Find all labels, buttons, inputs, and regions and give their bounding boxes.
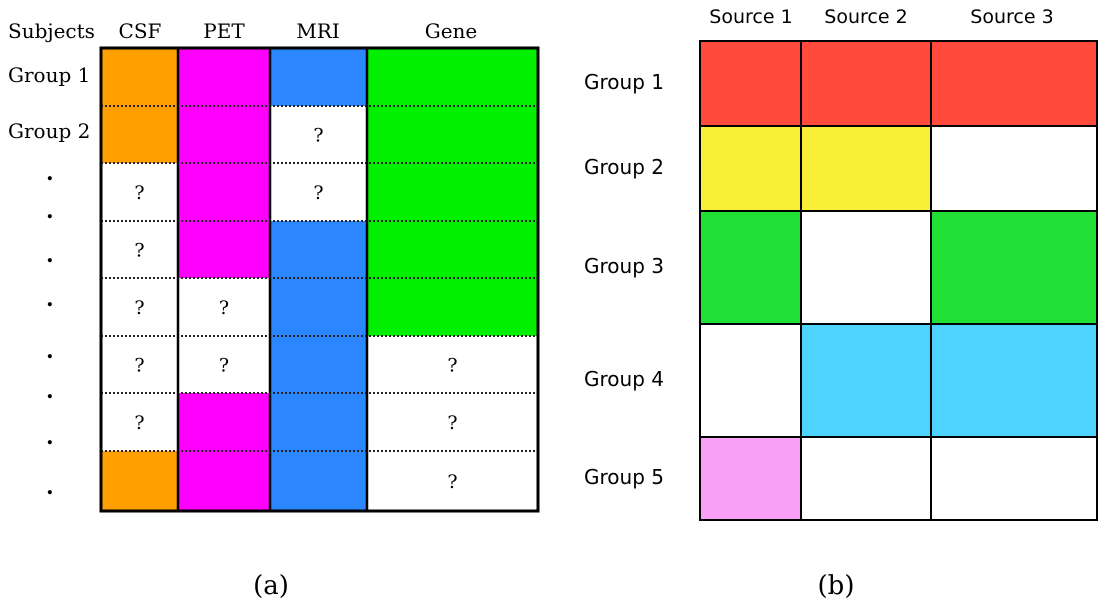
ellipsis-dot: . <box>46 338 54 364</box>
ellipsis-dot: . <box>46 242 54 268</box>
panel-a: Subjects CSF PET MRI Gene Group 1 Group … <box>8 19 540 601</box>
cell-missing <box>178 336 270 393</box>
cell-available <box>367 163 538 221</box>
cell-missing <box>931 126 1098 211</box>
missing-mark: ? <box>134 297 144 319</box>
column-header-mri: MRI <box>296 19 339 43</box>
panel-b: Source 1 Source 2 Source 3 Group 1 Group… <box>584 6 1098 601</box>
cell-available <box>101 48 178 106</box>
row-label-group-2: Group 2 <box>584 155 664 179</box>
cell-available <box>101 106 178 163</box>
cell-missing <box>801 437 931 521</box>
cell-missing <box>101 221 178 278</box>
ellipsis-dot: . <box>46 198 54 224</box>
cell-available <box>178 221 270 278</box>
cell-available <box>931 324 1098 437</box>
cell-available <box>101 451 178 511</box>
cell-missing <box>367 451 538 511</box>
cell-missing <box>801 211 931 324</box>
missing-mark: ? <box>134 412 144 434</box>
caption-a: (a) <box>253 571 289 601</box>
grid-border <box>99 46 540 513</box>
missing-mark: ? <box>219 355 229 377</box>
cell-missing <box>101 163 178 221</box>
row-label-group-5: Group 5 <box>584 465 664 489</box>
missing-mark: ? <box>219 297 229 319</box>
ellipsis-dot: . <box>46 424 54 450</box>
cell-available <box>270 336 367 393</box>
grid-border <box>699 40 1098 521</box>
cell-available <box>931 211 1098 324</box>
column-header-gene: Gene <box>425 19 478 43</box>
ellipsis-dot: . <box>46 160 54 186</box>
cell-missing <box>367 393 538 451</box>
missing-mark: ? <box>447 471 457 493</box>
column-header-source-3: Source 3 <box>970 6 1053 28</box>
column-header-pet: PET <box>203 19 245 43</box>
cell-available <box>270 451 367 511</box>
panel-b-grid <box>699 40 1098 521</box>
panel-a-grid: ???????????? <box>99 46 540 513</box>
column-header-csf: CSF <box>119 19 162 43</box>
cell-missing <box>101 278 178 336</box>
cell-available <box>178 48 270 106</box>
row-label-group-1: Group 1 <box>8 63 90 87</box>
cell-available <box>270 393 367 451</box>
missing-mark: ? <box>447 355 457 377</box>
cell-available <box>270 278 367 336</box>
ellipsis-dot: . <box>46 378 54 404</box>
column-header-source-1: Source 1 <box>709 6 792 28</box>
row-label-group-2: Group 2 <box>8 119 90 143</box>
cell-missing <box>367 336 538 393</box>
cell-available <box>801 324 931 437</box>
cell-available <box>178 163 270 221</box>
missing-mark: ? <box>447 412 457 434</box>
caption-b: (b) <box>818 571 855 601</box>
missing-mark: ? <box>134 355 144 377</box>
missing-mark: ? <box>134 182 144 204</box>
cell-available <box>367 106 538 163</box>
missing-mark: ? <box>313 125 323 147</box>
cell-available <box>367 278 538 336</box>
column-header-source-2: Source 2 <box>824 6 907 28</box>
row-label-group-3: Group 3 <box>584 254 664 278</box>
row-label-group-4: Group 4 <box>584 367 664 391</box>
cell-available <box>699 126 801 211</box>
cell-available <box>699 437 801 521</box>
ellipsis-dot: . <box>46 474 54 500</box>
cell-available <box>367 48 538 106</box>
ellipsis-dot: . <box>46 286 54 312</box>
cell-missing <box>178 278 270 336</box>
cell-missing <box>931 437 1098 521</box>
cell-available <box>699 211 801 324</box>
missing-mark: ? <box>134 240 144 262</box>
cell-missing <box>699 324 801 437</box>
cell-missing <box>101 393 178 451</box>
cell-available <box>367 221 538 278</box>
cell-available <box>801 126 931 211</box>
cell-missing <box>270 106 367 163</box>
cell-available <box>178 106 270 163</box>
subjects-header: Subjects <box>8 19 95 43</box>
cell-available <box>931 40 1098 126</box>
cell-available <box>801 40 931 126</box>
missing-mark: ? <box>313 182 323 204</box>
cell-available <box>178 451 270 511</box>
row-label-group-1: Group 1 <box>584 70 664 94</box>
cell-missing <box>101 336 178 393</box>
cell-available <box>178 393 270 451</box>
cell-available <box>699 40 801 126</box>
cell-available <box>270 221 367 278</box>
cell-available <box>270 48 367 106</box>
cell-missing <box>270 163 367 221</box>
